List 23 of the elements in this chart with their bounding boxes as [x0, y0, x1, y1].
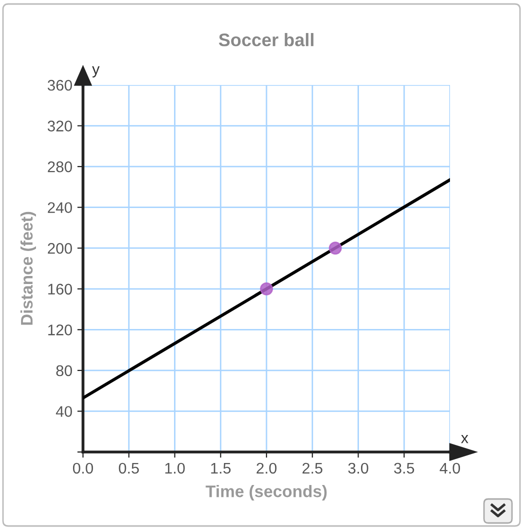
y-tick-label: 320: [48, 120, 72, 132]
x-tick-label: 0.5: [118, 462, 139, 474]
x-tick-label: 2.5: [302, 462, 322, 474]
y-tick-label: 40: [56, 406, 72, 417]
y-tick-label: 160: [48, 284, 72, 295]
y-axis-title: Distance (feet): [20, 212, 36, 325]
chart-title: Soccer ball: [218, 33, 314, 46]
x-tick-label: 1.0: [165, 462, 185, 474]
x-tick-label: 1.5: [211, 462, 231, 474]
x-tick-label: 2.0: [256, 462, 277, 474]
y-tick-label: 240: [48, 202, 72, 214]
x-tick-label: 3.0: [348, 462, 368, 474]
text: y: [92, 66, 100, 78]
y-tick-label: 80: [56, 365, 72, 376]
x-tick-label: 3.5: [394, 462, 414, 474]
x-axis-title: Time (seconds): [206, 484, 327, 501]
y-tick-label: 120: [48, 324, 72, 336]
x-tick-label: 4.0: [440, 462, 460, 474]
y-tick-label: 200: [48, 242, 72, 254]
x-tick-label: 0.0: [72, 462, 94, 474]
text: x: [461, 435, 468, 444]
y-tick-label: 280: [48, 161, 72, 172]
y-tick-label: 360: [48, 80, 72, 91]
